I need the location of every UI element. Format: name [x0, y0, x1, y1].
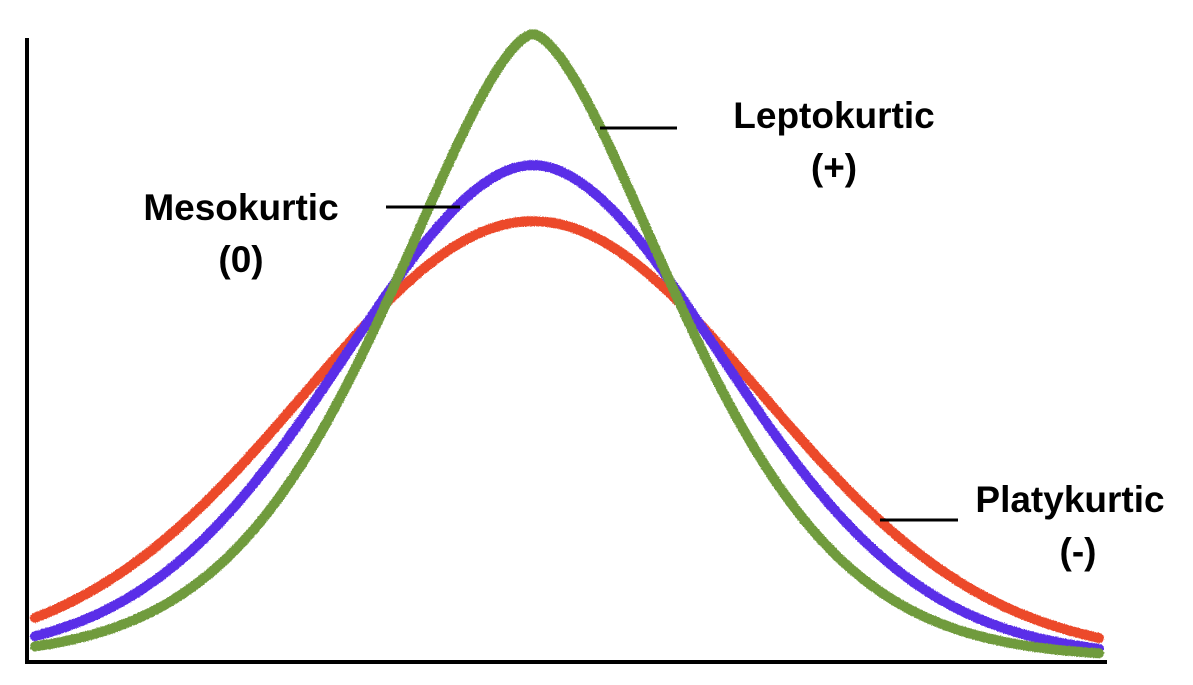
platykurtic-sign: (-)	[1060, 531, 1097, 572]
leptokurtic-sign: (+)	[811, 147, 857, 188]
mesokurtic-label: Mesokurtic	[143, 187, 338, 228]
platykurtic-label: Platykurtic	[975, 479, 1164, 520]
leptokurtic-curve	[30, 29, 1104, 659]
leptokurtic-label: Leptokurtic	[733, 95, 934, 136]
mesokurtic-sign: (0)	[218, 239, 263, 280]
mesokurtic-curve	[30, 160, 1104, 654]
platykurtic-curve	[30, 216, 1104, 643]
